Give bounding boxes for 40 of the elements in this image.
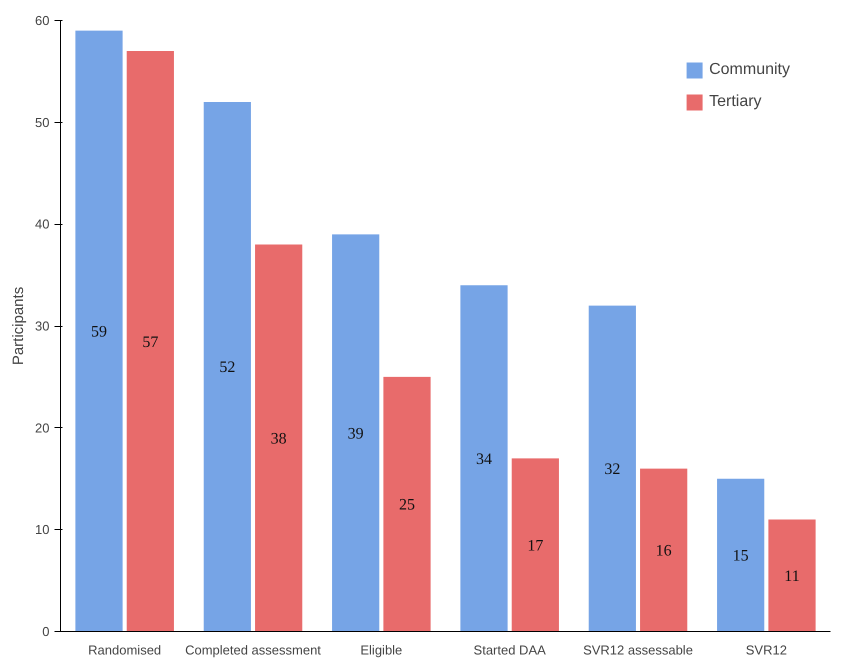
bar [204, 102, 251, 632]
bar [768, 519, 816, 632]
bar [512, 458, 559, 632]
y-tick-label: 40 [35, 216, 50, 232]
bar [717, 478, 764, 632]
x-tick-label: Eligible [360, 642, 402, 658]
legend-label: Community [709, 61, 790, 79]
legend-label: Tertiary [709, 93, 762, 111]
x-tick-label: SVR12 assessable [583, 642, 693, 658]
y-tick-label: 60 [35, 13, 50, 28]
bar [126, 51, 174, 632]
y-tick-label: 50 [35, 114, 50, 130]
bar [640, 468, 688, 632]
data-label: 34 [476, 450, 492, 468]
data-label: 25 [399, 496, 415, 514]
y-axis-title: Participants [10, 286, 28, 366]
bar [588, 306, 636, 632]
x-tick-label: Completed assessment [185, 642, 322, 658]
bar [460, 285, 508, 632]
data-label: 17 [527, 537, 544, 554]
data-label: 39 [348, 425, 364, 442]
data-label: 57 [142, 334, 158, 351]
y-tick-label: 20 [35, 420, 50, 436]
bar [255, 244, 302, 632]
x-tick-label: SVR12 [746, 642, 787, 658]
data-label: 16 [656, 542, 672, 560]
y-tick-label: 30 [35, 318, 50, 334]
data-label: 32 [604, 461, 620, 478]
data-label: 11 [784, 568, 800, 585]
data-label: 52 [219, 359, 236, 376]
x-tick-label: Started DAA [474, 642, 546, 658]
bar [75, 30, 123, 632]
y-tick-label: 0 [42, 624, 50, 639]
data-label: 38 [270, 430, 287, 448]
y-tick-label: 10 [35, 522, 50, 538]
x-tick-label: Randomised [88, 642, 162, 658]
bar [383, 376, 431, 632]
data-label: 59 [91, 324, 107, 341]
data-label: 15 [732, 548, 749, 565]
bar [332, 234, 380, 632]
